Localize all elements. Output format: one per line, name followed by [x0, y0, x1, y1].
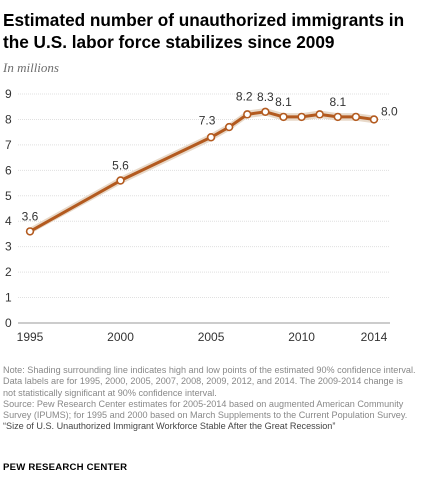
y-tick-label: 2 — [5, 265, 12, 279]
data-point — [116, 176, 125, 185]
series-polyline — [28, 110, 376, 233]
gridlines — [18, 93, 390, 324]
data-point — [297, 112, 306, 122]
data-label: 5.6 — [112, 159, 129, 173]
y-tick-label: 5 — [5, 189, 12, 203]
y-tick-label: 9 — [5, 87, 12, 101]
data-point — [315, 110, 324, 119]
data-label: 8.2 — [236, 89, 253, 103]
data-point — [369, 115, 379, 124]
data-points — [25, 107, 379, 236]
report-title: “Size of U.S. Unauthorized Immigrant Wor… — [3, 421, 336, 432]
data-label: 8.0 — [381, 104, 398, 118]
data-label: 8.1 — [329, 95, 346, 109]
note-text: Note: Shading surrounding line indicates… — [3, 365, 416, 398]
data-point — [333, 112, 342, 122]
y-axis-ticks: 0 1 2 3 4 5 6 7 8 9 — [5, 87, 12, 330]
chart-subtitle: In millions — [3, 60, 59, 75]
data-point — [261, 107, 270, 117]
chart-notes: Note: Shading surrounding line indicates… — [3, 365, 417, 433]
data-point — [279, 112, 288, 122]
y-tick-label: 3 — [5, 240, 12, 254]
y-tick-label: 6 — [5, 163, 12, 177]
data-label: 8.3 — [257, 90, 274, 104]
y-tick-label: 0 — [5, 316, 12, 330]
data-label: 3.6 — [22, 209, 39, 223]
data-point — [351, 112, 361, 122]
chart-title: Estimated number of unauthorized immigra… — [3, 10, 405, 52]
data-point — [224, 122, 234, 132]
x-tick-label: 2000 — [107, 330, 134, 344]
x-axis-ticks: 1995 2000 2005 2010 2014 — [17, 330, 388, 344]
data-label: 7.3 — [199, 113, 216, 127]
y-tick-label: 7 — [5, 138, 12, 152]
data-labels: 3.65.67.38.2 8.3 8.1 8.18.0 — [22, 89, 398, 223]
source-text: Source: Pew Research Center estimates fo… — [3, 398, 408, 421]
x-tick-label: 1995 — [17, 330, 44, 344]
x-tick-label: 2010 — [288, 330, 315, 344]
x-tick-label: 2014 — [361, 330, 388, 344]
data-point — [206, 133, 216, 142]
brand-logo-text: PEW RESEARCH CENTER — [3, 462, 128, 473]
series-line — [28, 110, 376, 233]
data-label: 8.1 — [275, 95, 292, 109]
y-tick-label: 8 — [5, 112, 12, 126]
y-tick-label: 1 — [5, 291, 12, 305]
y-tick-label: 4 — [5, 214, 12, 228]
data-point — [25, 227, 35, 236]
data-point — [243, 110, 252, 119]
x-tick-label: 2005 — [198, 330, 225, 344]
